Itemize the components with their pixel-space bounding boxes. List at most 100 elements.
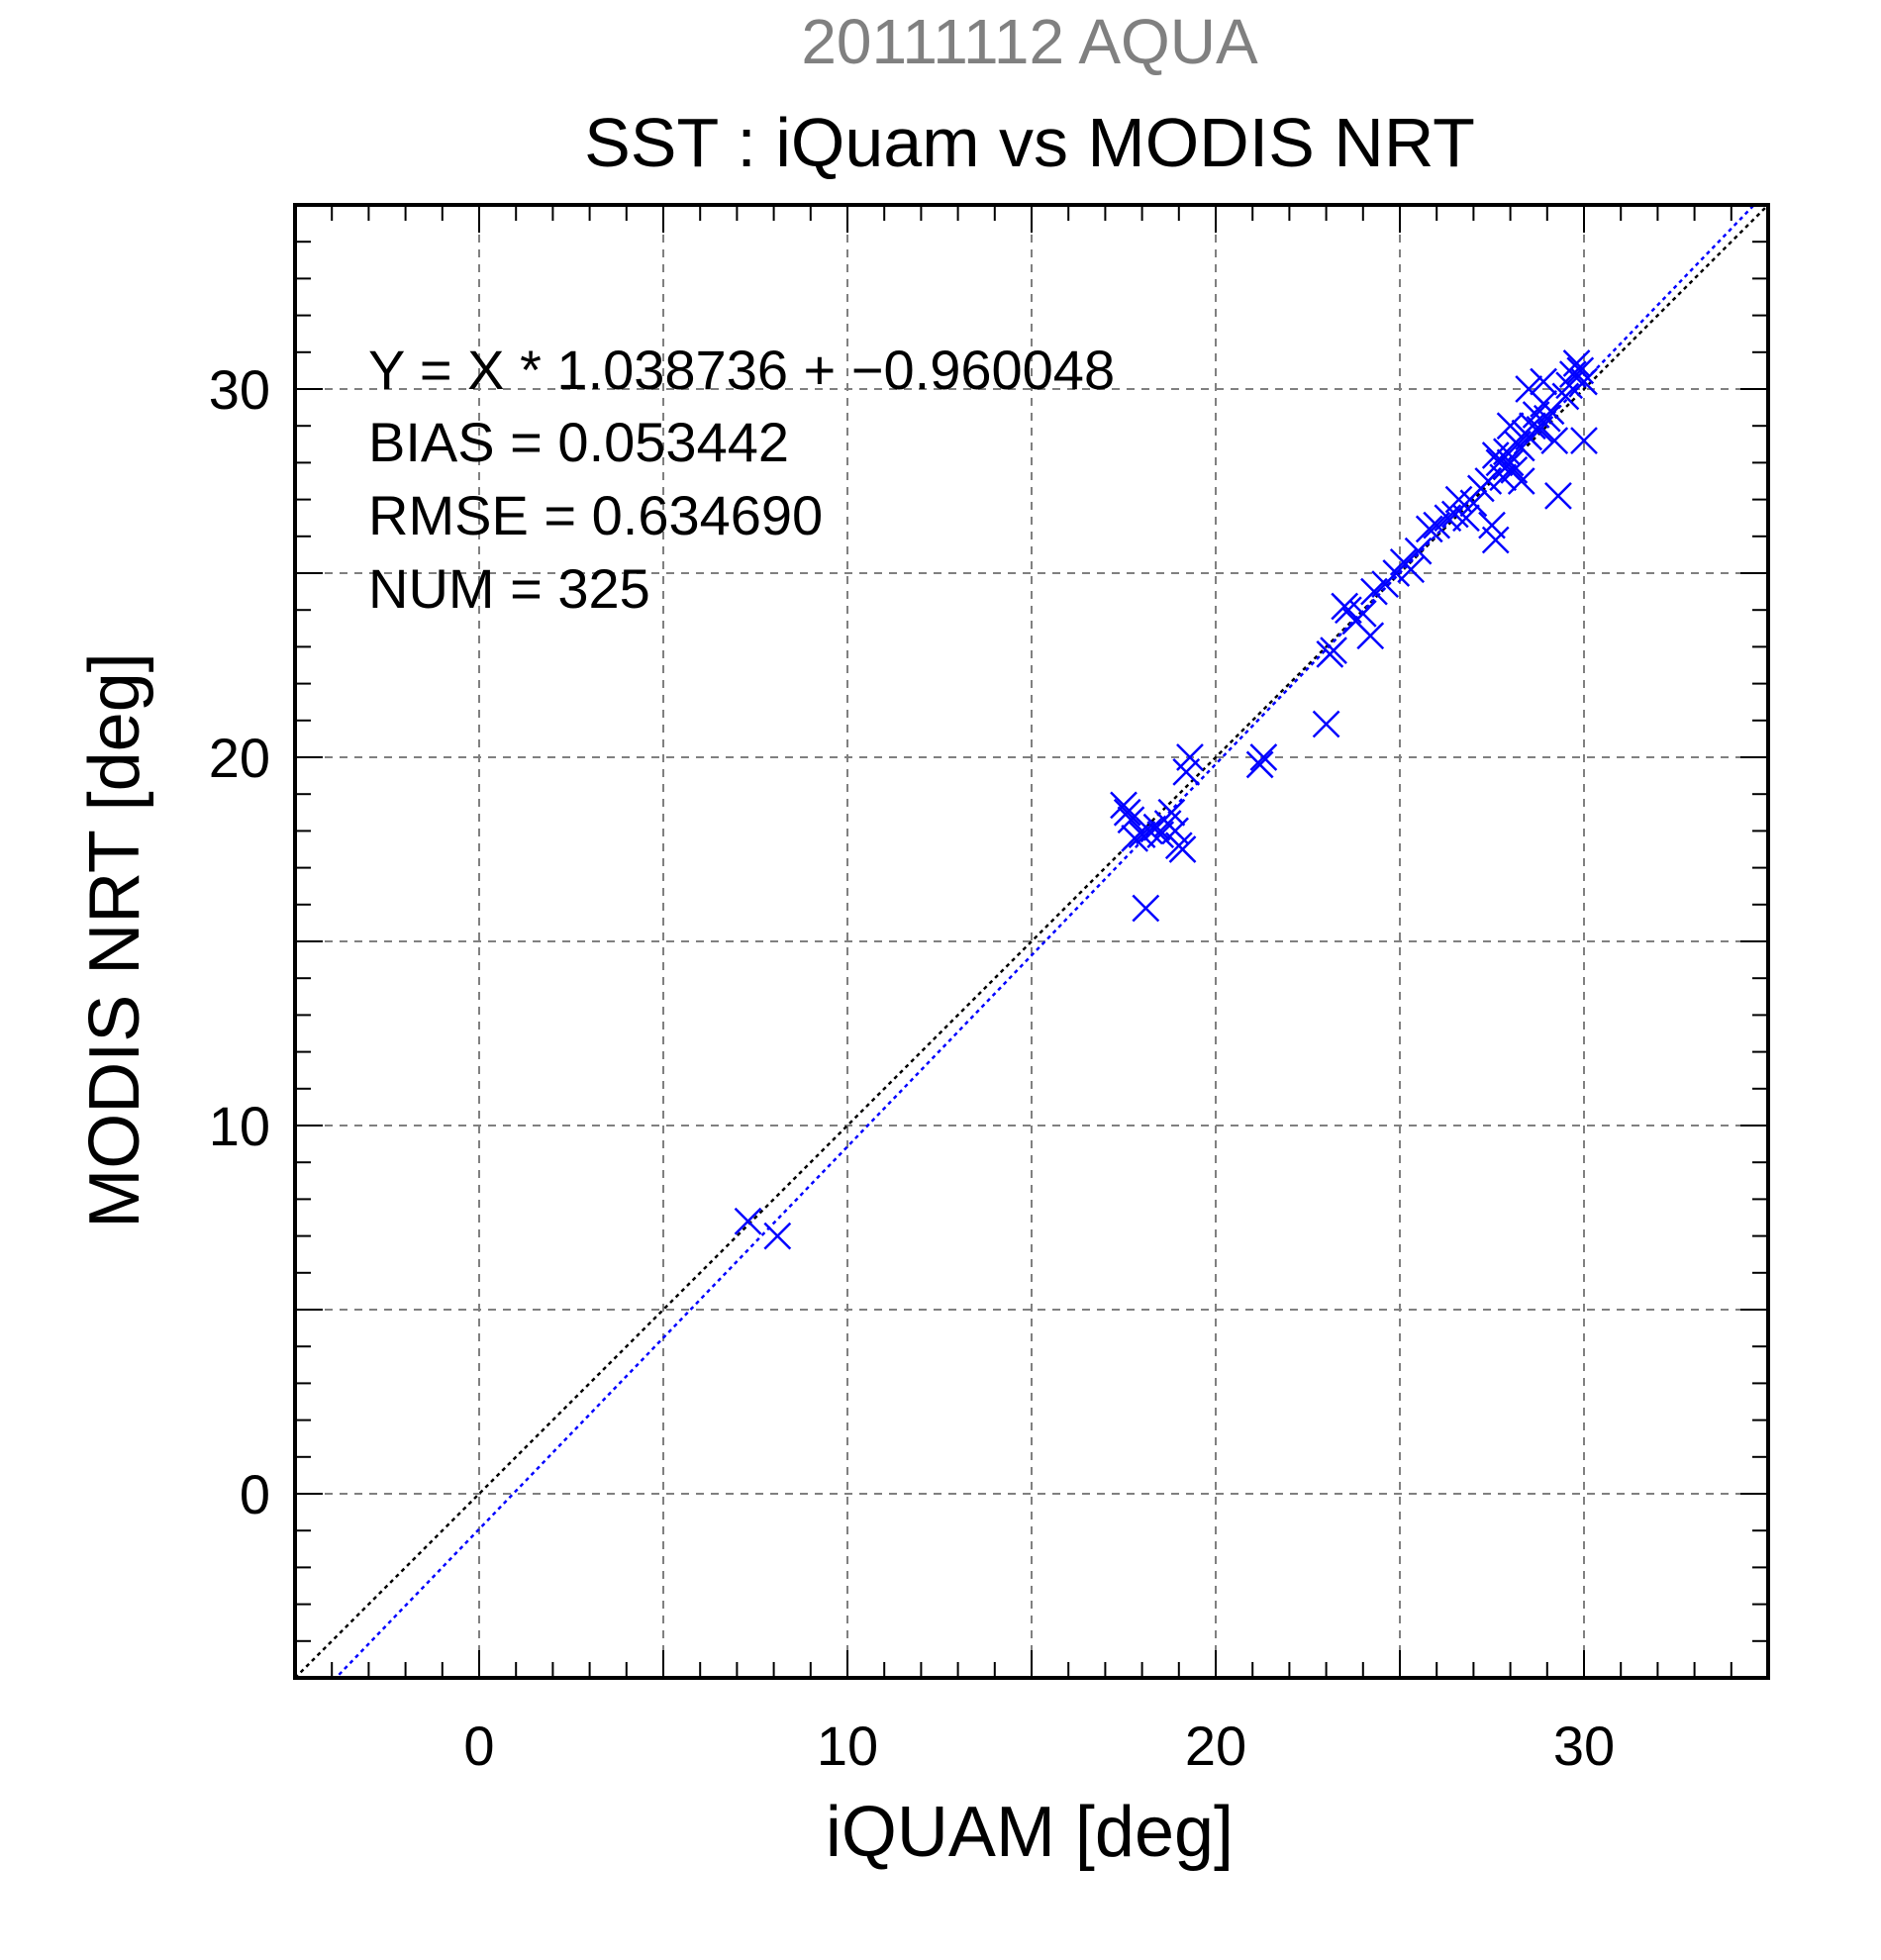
data-point <box>1110 791 1138 820</box>
data-point <box>734 1207 762 1235</box>
y-tick-label: 10 <box>209 1095 270 1157</box>
data-point-stroke <box>1492 452 1521 481</box>
x-tick-label: 0 <box>463 1715 494 1777</box>
data-point-stroke <box>1136 817 1163 845</box>
chart-title: SST : iQuam vs MODIS NRT <box>584 104 1475 181</box>
fit-equation-label: Y = X * 1.038736 + −0.960048 <box>368 339 1115 401</box>
data-point-stroke <box>1348 600 1377 628</box>
data-point-stroke <box>1566 356 1595 385</box>
data-point-stroke <box>1562 349 1591 377</box>
data-point <box>1415 515 1443 543</box>
y-tick-label: 30 <box>209 358 270 421</box>
data-point <box>1132 894 1160 923</box>
ticks-layer: 0 10 20 30 0 10 20 30 <box>209 204 1769 1777</box>
data-points <box>734 349 1598 1250</box>
data-point-stroke <box>1249 743 1278 771</box>
data-point-stroke <box>1540 427 1569 454</box>
data-point <box>1113 798 1141 827</box>
data-point-stroke <box>763 1222 792 1250</box>
y-tick-label: 0 <box>240 1463 270 1525</box>
data-point-stroke <box>1459 489 1488 518</box>
y-tick-label: 20 <box>209 727 270 789</box>
data-point <box>1566 356 1595 385</box>
data-point-stroke <box>1530 367 1557 396</box>
data-point-stroke <box>1415 515 1443 543</box>
data-point <box>1121 824 1149 852</box>
data-point <box>1492 452 1521 481</box>
data-point-stroke <box>1320 637 1347 665</box>
data-point <box>1515 375 1543 403</box>
chart-top-title: 20111112 AQUA <box>801 6 1258 77</box>
data-point <box>1168 835 1197 863</box>
x-tick-label: 30 <box>1553 1715 1615 1777</box>
data-point <box>1496 412 1525 441</box>
data-point <box>1533 404 1561 433</box>
data-point-stroke <box>1570 427 1598 454</box>
data-point-stroke <box>734 1207 762 1235</box>
data-point <box>1397 555 1426 584</box>
data-point-stroke <box>1110 791 1138 820</box>
data-point <box>1136 817 1163 845</box>
data-point-stroke <box>1161 817 1189 845</box>
data-point <box>1176 743 1204 771</box>
data-point <box>1551 382 1580 411</box>
rmse-label: RMSE = 0.634690 <box>368 484 823 546</box>
data-point <box>1452 504 1480 533</box>
data-point <box>1157 798 1186 827</box>
data-point-stroke <box>1570 367 1598 396</box>
data-point <box>1249 743 1278 771</box>
data-point-stroke <box>1452 504 1480 533</box>
data-point <box>1348 600 1377 628</box>
x-tick-label: 10 <box>817 1715 878 1777</box>
data-point-stroke <box>1117 806 1145 834</box>
data-point-stroke <box>1558 360 1587 389</box>
data-point-stroke <box>1245 750 1274 779</box>
data-point <box>1540 427 1569 454</box>
x-tick-label: 20 <box>1185 1715 1246 1777</box>
data-point-stroke <box>1551 382 1580 411</box>
data-point-stroke <box>1335 596 1362 625</box>
data-point-stroke <box>1496 412 1525 441</box>
grid-layer <box>295 205 1768 1678</box>
data-point-stroke <box>1113 798 1141 827</box>
data-point-stroke <box>1121 824 1149 852</box>
data-point <box>1312 710 1340 738</box>
data-point-stroke <box>1176 743 1204 771</box>
data-point <box>1356 622 1385 650</box>
data-point-stroke <box>1478 511 1506 539</box>
data-point <box>763 1222 792 1250</box>
data-point-stroke <box>1132 894 1160 923</box>
data-point-stroke <box>1356 622 1385 650</box>
data-point-stroke <box>1397 555 1426 584</box>
data-point <box>1562 349 1591 377</box>
data-point-stroke <box>1519 412 1546 441</box>
x-axis-label: iQUAM [deg] <box>826 1793 1234 1872</box>
plot-frame <box>293 203 1770 1680</box>
data-point <box>1459 489 1488 518</box>
data-point-stroke <box>1168 835 1197 863</box>
data-point <box>1570 367 1598 396</box>
data-point <box>1519 412 1546 441</box>
data-point-stroke <box>1544 481 1572 510</box>
data-point <box>1320 637 1347 665</box>
data-point-stroke <box>1500 455 1529 484</box>
data-point-stroke <box>1157 798 1186 827</box>
data-point-stroke <box>1481 526 1510 554</box>
data-point <box>1481 526 1510 554</box>
data-point-stroke <box>1507 467 1535 495</box>
data-point-stroke <box>1444 485 1473 514</box>
data-point <box>1404 537 1433 565</box>
data-point <box>1245 750 1274 779</box>
data-point-stroke <box>1312 710 1340 738</box>
data-point-stroke <box>1404 537 1433 565</box>
data-point-stroke <box>1515 375 1543 403</box>
num-label: NUM = 325 <box>368 557 650 620</box>
data-point <box>1530 367 1557 396</box>
data-point <box>1117 806 1145 834</box>
y-axis-label: MODIS NRT [deg] <box>75 652 154 1228</box>
bias-label: BIAS = 0.053442 <box>368 411 789 473</box>
data-point-stroke <box>1533 404 1561 433</box>
data-point <box>1570 427 1598 454</box>
